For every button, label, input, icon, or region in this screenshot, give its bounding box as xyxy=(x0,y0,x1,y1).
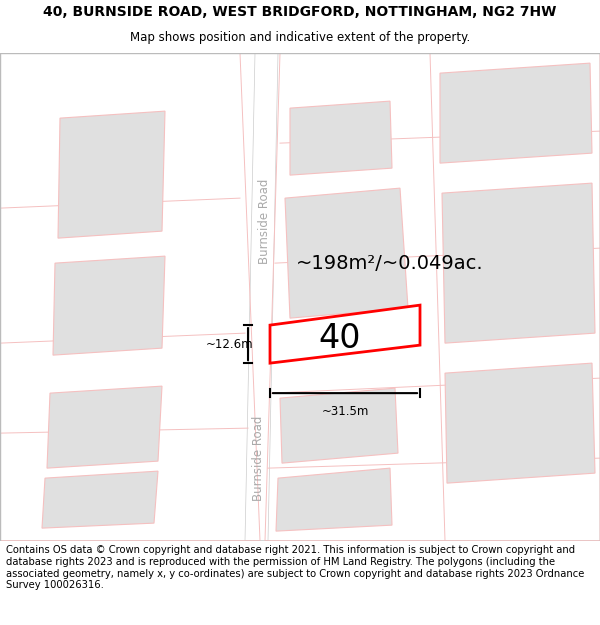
Polygon shape xyxy=(276,468,392,531)
Polygon shape xyxy=(280,388,398,463)
Polygon shape xyxy=(42,471,158,528)
Polygon shape xyxy=(440,63,592,163)
Text: Contains OS data © Crown copyright and database right 2021. This information is : Contains OS data © Crown copyright and d… xyxy=(6,545,584,590)
Text: Burnside Road: Burnside Road xyxy=(257,179,271,264)
Text: Map shows position and indicative extent of the property.: Map shows position and indicative extent… xyxy=(130,31,470,44)
Polygon shape xyxy=(58,111,165,238)
Polygon shape xyxy=(290,101,392,175)
Text: ~198m²/~0.049ac.: ~198m²/~0.049ac. xyxy=(296,254,484,272)
Polygon shape xyxy=(270,305,420,363)
Text: 40, BURNSIDE ROAD, WEST BRIDGFORD, NOTTINGHAM, NG2 7HW: 40, BURNSIDE ROAD, WEST BRIDGFORD, NOTTI… xyxy=(43,4,557,19)
Text: ~31.5m: ~31.5m xyxy=(322,404,368,418)
Polygon shape xyxy=(445,363,595,483)
Text: Burnside Road: Burnside Road xyxy=(251,416,265,501)
Text: ~12.6m: ~12.6m xyxy=(206,338,254,351)
Polygon shape xyxy=(285,188,408,318)
Polygon shape xyxy=(47,386,162,468)
Polygon shape xyxy=(53,256,165,355)
Polygon shape xyxy=(245,53,278,541)
Polygon shape xyxy=(442,183,595,343)
Text: 40: 40 xyxy=(319,322,361,354)
